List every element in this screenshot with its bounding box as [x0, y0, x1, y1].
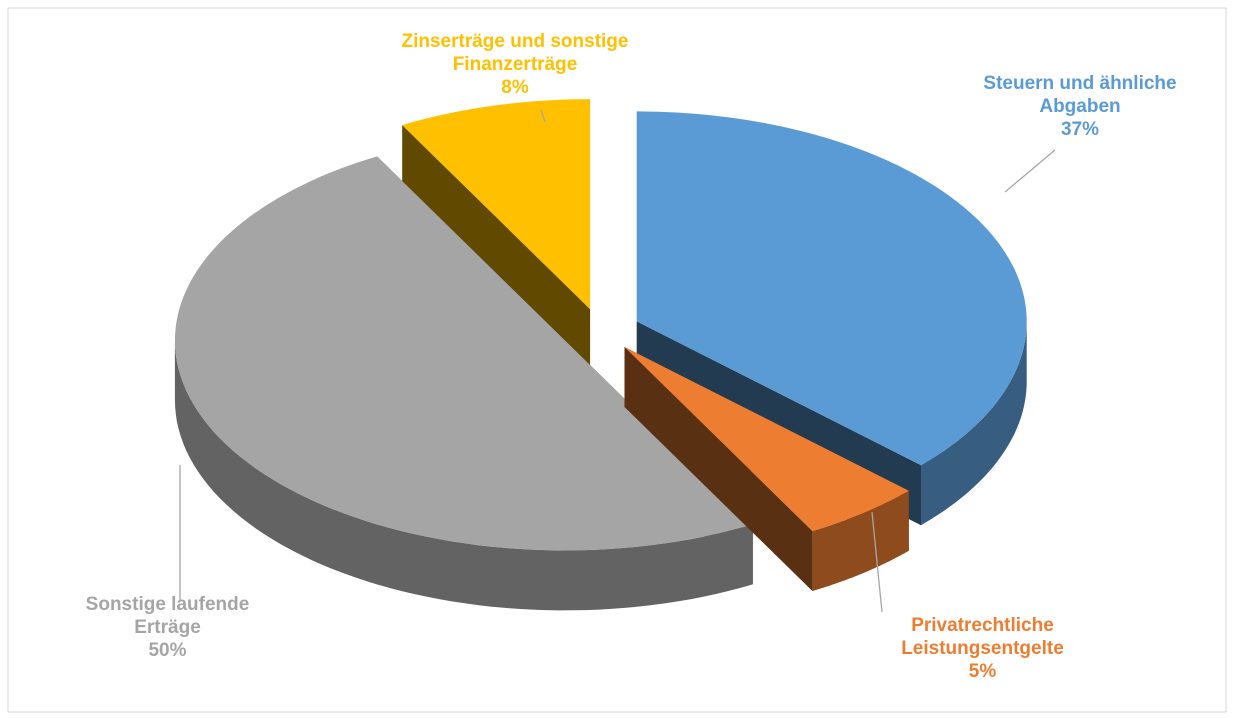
slice-wall	[174, 340, 753, 611]
category-label: Zinserträge und sonstige Finanzerträge	[401, 31, 629, 75]
slice-wall	[812, 490, 909, 591]
slice	[624, 347, 909, 531]
category-label: Steuern und ähnliche Abgaben	[983, 73, 1177, 117]
data-label: Zinserträge und sonstige Finanzerträge 8%	[365, 30, 665, 99]
category-label: Privatrechtliche Leistungsentgelte	[901, 615, 1064, 659]
slice-side	[624, 347, 813, 591]
leader-line	[871, 511, 883, 613]
slice-side	[402, 125, 591, 370]
slice	[402, 99, 591, 310]
percent-label: 37%	[1060, 119, 1100, 140]
percent-label: 8%	[501, 77, 529, 98]
slice	[636, 111, 1027, 466]
leader-line	[540, 109, 546, 123]
percent-label: 5%	[968, 661, 997, 682]
data-label: Steuern und ähnliche Abgaben 37%	[980, 72, 1180, 141]
data-label: Sonstige laufende Erträge 50%	[55, 593, 280, 662]
data-label: Privatrechtliche Leistungsentgelte 5%	[875, 614, 1090, 683]
percent-label: 50%	[148, 640, 187, 661]
slice	[175, 156, 753, 551]
category-label: Sonstige laufende Erträge	[85, 594, 250, 638]
leader-line	[1004, 149, 1056, 193]
slice-wall	[921, 321, 1027, 526]
